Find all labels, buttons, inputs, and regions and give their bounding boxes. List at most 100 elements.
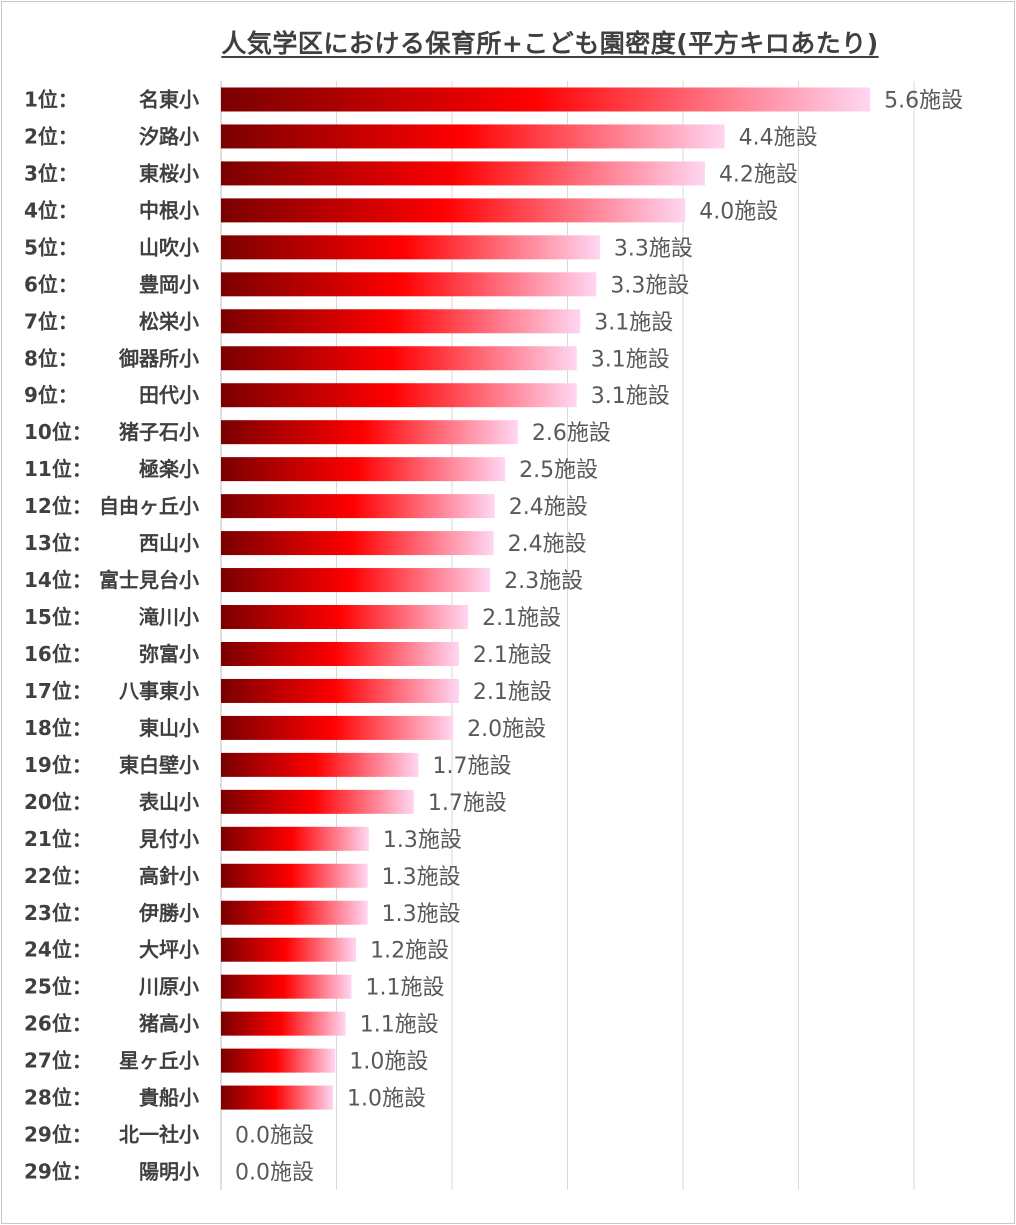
category-label: 伊勝小 (138, 901, 199, 925)
bar (221, 1011, 346, 1036)
category-label: 御器所小 (118, 346, 199, 370)
category-label: 猪子石小 (119, 420, 199, 444)
bar (221, 198, 686, 223)
rank-label: 20位： (24, 790, 92, 814)
bar (221, 1085, 334, 1110)
category-label: 高針小 (139, 864, 199, 888)
rank-label: 4位： (24, 198, 78, 222)
data-label: 1.0施設 (347, 1087, 426, 1112)
category-label: 見付小 (139, 827, 199, 851)
data-label: 1.0施設 (349, 1050, 428, 1075)
bar (221, 161, 705, 186)
rank-label: 11位： (24, 457, 92, 481)
data-label: 2.4施設 (509, 495, 588, 520)
rank-label: 24位： (24, 938, 92, 962)
bar (221, 789, 414, 814)
bar (221, 863, 368, 888)
rank-label: 14位： (24, 568, 92, 592)
rank-label: 29位： (24, 1123, 92, 1147)
rank-label: 23位： (24, 901, 92, 925)
data-label: 0.0施設 (235, 1161, 314, 1186)
category-label: 名東小 (139, 87, 199, 111)
data-label: 2.4施設 (508, 532, 587, 557)
category-label: 猪高小 (139, 1012, 199, 1036)
rank-label: 9位： (24, 383, 78, 407)
rank-label: 12位： (24, 494, 92, 518)
bar (221, 124, 725, 149)
category-label: 東山小 (139, 716, 199, 740)
category-label: 中根小 (139, 198, 199, 222)
data-label: 1.1施設 (360, 1013, 439, 1038)
bar (221, 1048, 336, 1073)
rank-label: 1位： (24, 87, 78, 111)
bar (221, 605, 469, 630)
data-label: 1.3施設 (382, 865, 461, 890)
rank-label: 16位： (24, 642, 92, 666)
bar (221, 900, 368, 925)
rank-label: 21位： (24, 827, 92, 851)
rank-label: 7位： (24, 309, 78, 333)
rank-label: 3位： (24, 161, 78, 185)
rank-label: 5位： (24, 235, 78, 259)
category-label: 弥富小 (139, 642, 199, 666)
rank-label: 15位： (24, 605, 92, 629)
rank-label: 13位： (24, 531, 92, 555)
chart-title-text: 人気学区における保育所+こども園密度(平方キロあたり) (221, 29, 879, 58)
bar (221, 826, 369, 851)
category-label: 自由ヶ丘小 (99, 494, 199, 518)
data-label: 2.3施設 (504, 569, 583, 594)
data-label: 2.1施設 (482, 606, 561, 631)
category-label: 八事東小 (119, 679, 199, 703)
category-label: 汐路小 (139, 124, 199, 148)
gridlines (220, 81, 915, 1190)
category-label: 西山小 (139, 531, 199, 555)
category-label: 東桜小 (139, 161, 199, 185)
bar (221, 309, 581, 334)
category-label: 富士見台小 (99, 568, 199, 592)
rank-label: 26位： (24, 1012, 92, 1036)
data-label: 2.1施設 (473, 643, 552, 668)
bar (221, 383, 577, 408)
category-label: 松栄小 (139, 309, 199, 333)
category-label: 東白壁小 (119, 753, 199, 777)
category-label: 川原小 (138, 975, 199, 999)
category-label: 田代小 (139, 383, 199, 407)
bar (221, 420, 518, 445)
data-label: 3.3施設 (610, 273, 689, 298)
rank-label: 27位： (24, 1049, 92, 1073)
data-label: 1.7施設 (428, 791, 507, 816)
bar (221, 531, 494, 556)
data-label: 4.2施設 (719, 162, 798, 187)
data-label: 1.1施設 (366, 976, 445, 1001)
data-label: 1.3施設 (383, 828, 462, 853)
category-label: 陽明小 (139, 1160, 199, 1184)
bar (221, 641, 459, 666)
bars (221, 87, 871, 1110)
bar (221, 715, 454, 740)
rank-label: 6位： (24, 272, 78, 296)
bar (221, 678, 459, 703)
data-label: 0.0施設 (235, 1124, 314, 1149)
data-label: 2.6施設 (532, 421, 611, 446)
category-label: 北一社小 (119, 1123, 199, 1147)
data-label: 1.2施設 (370, 939, 449, 964)
category-label: 貴船小 (139, 1086, 199, 1110)
bar (221, 457, 506, 482)
chart-title: 人気学区における保育所+こども園密度(平方キロあたり) (0, 24, 1016, 60)
bar (221, 235, 600, 260)
rank-label: 2位： (24, 124, 78, 148)
labels: 1位： 名東小 5.6施設 2位： 汐路小 4.4施設 3位： 東桜小 4.2施設 4位： 中根小 4… (24, 87, 963, 1185)
bar (221, 272, 597, 297)
rank-label: 19位： (24, 753, 92, 777)
category-label: 豊岡小 (139, 272, 199, 296)
rank-label: 17位： (24, 679, 92, 703)
bar (221, 87, 871, 112)
bar (221, 974, 352, 999)
rank-label: 25位： (24, 975, 92, 999)
rank-label: 18位： (24, 716, 92, 740)
bar (221, 937, 357, 962)
data-label: 3.1施設 (594, 310, 673, 335)
category-label: 星ヶ丘小 (119, 1049, 199, 1073)
bar (221, 752, 419, 777)
data-label: 4.0施設 (699, 199, 778, 224)
